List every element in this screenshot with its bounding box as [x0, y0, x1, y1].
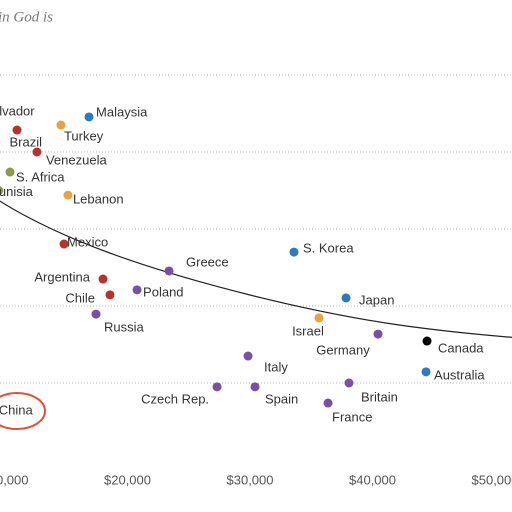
point: [243, 351, 253, 361]
x-tick-label: $30,000: [227, 472, 274, 487]
point-label: Japan: [359, 292, 394, 307]
highlight-ellipse: [0, 392, 46, 430]
point: [164, 266, 174, 276]
point-label: Venezuela: [46, 152, 107, 167]
point: [105, 290, 115, 300]
point-label: Turkey: [64, 128, 104, 143]
point: [98, 274, 108, 284]
point-label: Italy: [264, 359, 288, 374]
x-tick-label: $50,000: [472, 472, 512, 487]
point: [289, 247, 299, 257]
point: [314, 313, 324, 323]
point-label: Germany: [316, 343, 370, 358]
point: [250, 382, 260, 392]
point: [56, 120, 66, 130]
point: [212, 382, 222, 392]
point: [341, 293, 351, 303]
x-tick-label: $20,000: [104, 472, 151, 487]
point-label: El Salvador: [0, 104, 35, 119]
x-tick-label: $10,000: [0, 472, 29, 487]
point-label: Malaysia: [96, 104, 148, 119]
point: [91, 309, 101, 319]
point-label: S. Korea: [303, 241, 354, 256]
point: [12, 125, 22, 135]
point-label: Czech Rep.: [141, 391, 209, 406]
point-label: Lebanon: [73, 192, 124, 207]
point-label: Chile: [65, 290, 95, 305]
point-label: Argentina: [34, 269, 90, 284]
point: [422, 336, 432, 346]
point-label: Tunisia: [0, 184, 34, 199]
point-label: Spain: [265, 391, 298, 406]
point: [132, 285, 142, 295]
point: [5, 167, 15, 177]
point-label: Canada: [438, 340, 484, 355]
point-label: Russia: [104, 320, 145, 335]
point: [63, 190, 73, 200]
x-tick-label: $40,000: [349, 472, 396, 487]
point-label: Mexico: [67, 234, 108, 249]
point-label: Israel: [292, 323, 324, 338]
point-label: China: [0, 403, 33, 418]
point-label: Greece: [186, 254, 229, 269]
point: [323, 398, 333, 408]
point-label: Britain: [361, 389, 398, 404]
point: [344, 378, 354, 388]
point: [84, 112, 94, 122]
point: [421, 367, 431, 377]
point-label: Poland: [143, 284, 183, 299]
point-label: Brazil: [9, 134, 42, 149]
point-label: S. Africa: [16, 169, 65, 184]
point: [0, 186, 4, 195]
trend-line: [0, 200, 512, 338]
point: [32, 147, 42, 157]
point-label: France: [332, 409, 372, 424]
chart-subtitle: in God is: [0, 9, 53, 25]
point: [373, 329, 383, 339]
point: [59, 239, 69, 249]
point-label: Australia: [434, 367, 485, 382]
